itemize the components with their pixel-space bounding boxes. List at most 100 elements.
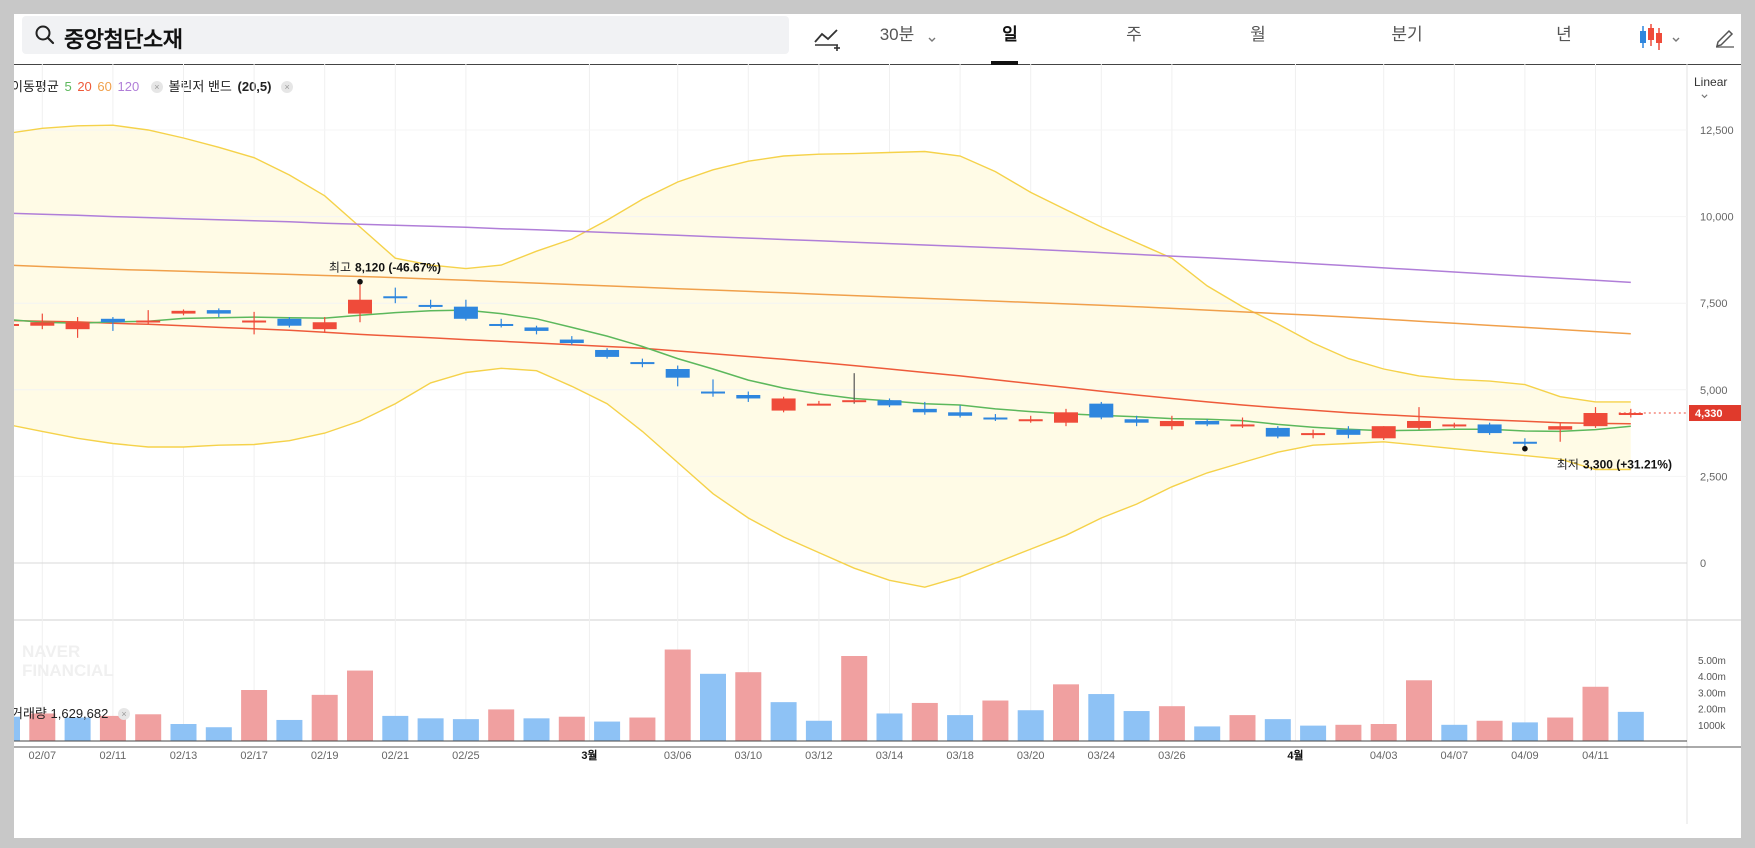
x-tick-label: 04/11 (1582, 750, 1609, 762)
volume-tick-label: 4.00m (1698, 672, 1726, 683)
bollinger-upper-line (14, 124, 1631, 403)
candle-body (1159, 420, 1184, 427)
candle-body (1124, 419, 1149, 423)
candle-chart-icon[interactable] (1637, 22, 1665, 52)
candle-body (1407, 420, 1431, 428)
candle-body (242, 320, 267, 323)
candle-body (453, 306, 478, 319)
remove-ma-icon[interactable]: × (150, 81, 163, 93)
candle-body (524, 327, 549, 331)
scale-mode-selector[interactable]: Linear (1694, 75, 1741, 103)
tab-week[interactable]: 주 (1126, 25, 1142, 44)
x-tick-label: 04/07 (1441, 750, 1469, 762)
candle-body (418, 304, 443, 307)
volume-bar (700, 673, 726, 741)
chart-app: 중앙첨단소재 30분 일 주 월 분기 년 (14, 14, 1741, 838)
volume-bar (135, 714, 162, 741)
indicator-legend: 이동평균 5 20 60 120 × 볼린저 밴드 (20,5) × (14, 76, 295, 95)
y-tick-label: 7,500 (1700, 298, 1728, 310)
extreme-marker (357, 278, 363, 285)
candle-body (1089, 403, 1114, 418)
volume-bar (1406, 680, 1432, 741)
volume-legend: 거래량 1,629,682 × (14, 703, 138, 722)
last-price-badge (1689, 405, 1741, 422)
remove-bollinger-icon[interactable]: × (281, 81, 294, 93)
volume-bar (664, 649, 691, 741)
volume-bar (1088, 694, 1115, 741)
volume-bar (1476, 720, 1503, 741)
x-tick-label: 03/20 (1017, 750, 1045, 762)
search-icon[interactable] (34, 24, 56, 46)
volume-label: 거래량 (14, 706, 47, 721)
pencil-icon[interactable] (1714, 24, 1736, 48)
volume-bar (1264, 719, 1291, 741)
volume-bar (1582, 686, 1609, 741)
stock-name: 중앙첨단소재 (64, 27, 183, 52)
candle-body (771, 398, 796, 411)
candle-body (1230, 424, 1255, 427)
volume-bar (982, 700, 1009, 741)
volume-bar (1547, 717, 1574, 741)
tab-day[interactable]: 일 (1002, 25, 1018, 44)
candle-body (701, 391, 725, 394)
volume-bar (1617, 711, 1644, 741)
chevron-down-icon[interactable] (927, 36, 937, 44)
x-tick-label: 03/18 (946, 750, 974, 762)
tab-quarter[interactable]: 분기 (1391, 25, 1423, 44)
volume-bar (1229, 715, 1256, 741)
volume-bar (170, 724, 197, 741)
chevron-down-icon[interactable] (1700, 93, 1709, 100)
volume-bar (594, 721, 621, 741)
candle-body (1371, 426, 1396, 439)
candle-body (171, 310, 196, 314)
volume-bar (558, 716, 585, 741)
candle-body (559, 339, 584, 344)
volume-bar (947, 715, 974, 741)
candle-body (1336, 429, 1361, 435)
chevron-down-icon[interactable] (1671, 36, 1681, 44)
volume-bar (523, 718, 550, 741)
volume-bar (1335, 724, 1362, 741)
candle-body (736, 394, 761, 399)
volume-bar (1017, 710, 1044, 741)
x-tick-label: 03/10 (735, 750, 763, 762)
stock-search-box[interactable]: 중앙첨단소재 (22, 16, 789, 54)
candle-body (665, 369, 690, 378)
candle-body (983, 417, 1008, 420)
candle-body (312, 322, 337, 330)
volume-bar (1194, 726, 1221, 741)
tab-30min[interactable]: 30분 (879, 25, 915, 44)
volume-bar (735, 672, 762, 741)
candle-body (489, 323, 514, 326)
candle-body (1583, 413, 1608, 427)
x-tick-label: 03/26 (1158, 750, 1186, 762)
x-tick-label: 03/24 (1088, 750, 1116, 762)
candle-body (1301, 433, 1326, 436)
volume-tick-label: 5.00m (1698, 656, 1726, 667)
ma-label: 이동평균 (14, 79, 59, 94)
draw-indicator-icon[interactable] (812, 24, 844, 54)
volume-bar (1123, 711, 1150, 741)
candle-body (277, 318, 302, 326)
volume-bar (276, 719, 303, 741)
extreme-label: 최고 (329, 261, 351, 275)
x-tick-label: 02/07 (29, 750, 57, 762)
tab-month[interactable]: 월 (1250, 25, 1266, 44)
tab-year[interactable]: 년 (1556, 25, 1572, 44)
volume-tick-label: 2.00m (1698, 705, 1726, 716)
volume-value: 1,629,682 (50, 706, 109, 721)
candle-body (595, 349, 620, 357)
remove-volume-icon[interactable]: × (117, 708, 130, 720)
bollinger-label: 볼린저 밴드 (168, 79, 232, 94)
volume-bar (452, 719, 479, 741)
volume-tick-label: 3.00m (1698, 688, 1726, 699)
candle-body (948, 412, 973, 416)
volume-bar (347, 670, 373, 741)
volume-bar (64, 717, 91, 741)
volume-bar (1370, 724, 1397, 741)
extreme-marker (1522, 445, 1528, 452)
candle-body (383, 296, 408, 299)
volume-bar (841, 656, 868, 741)
volume-bar (488, 709, 515, 741)
